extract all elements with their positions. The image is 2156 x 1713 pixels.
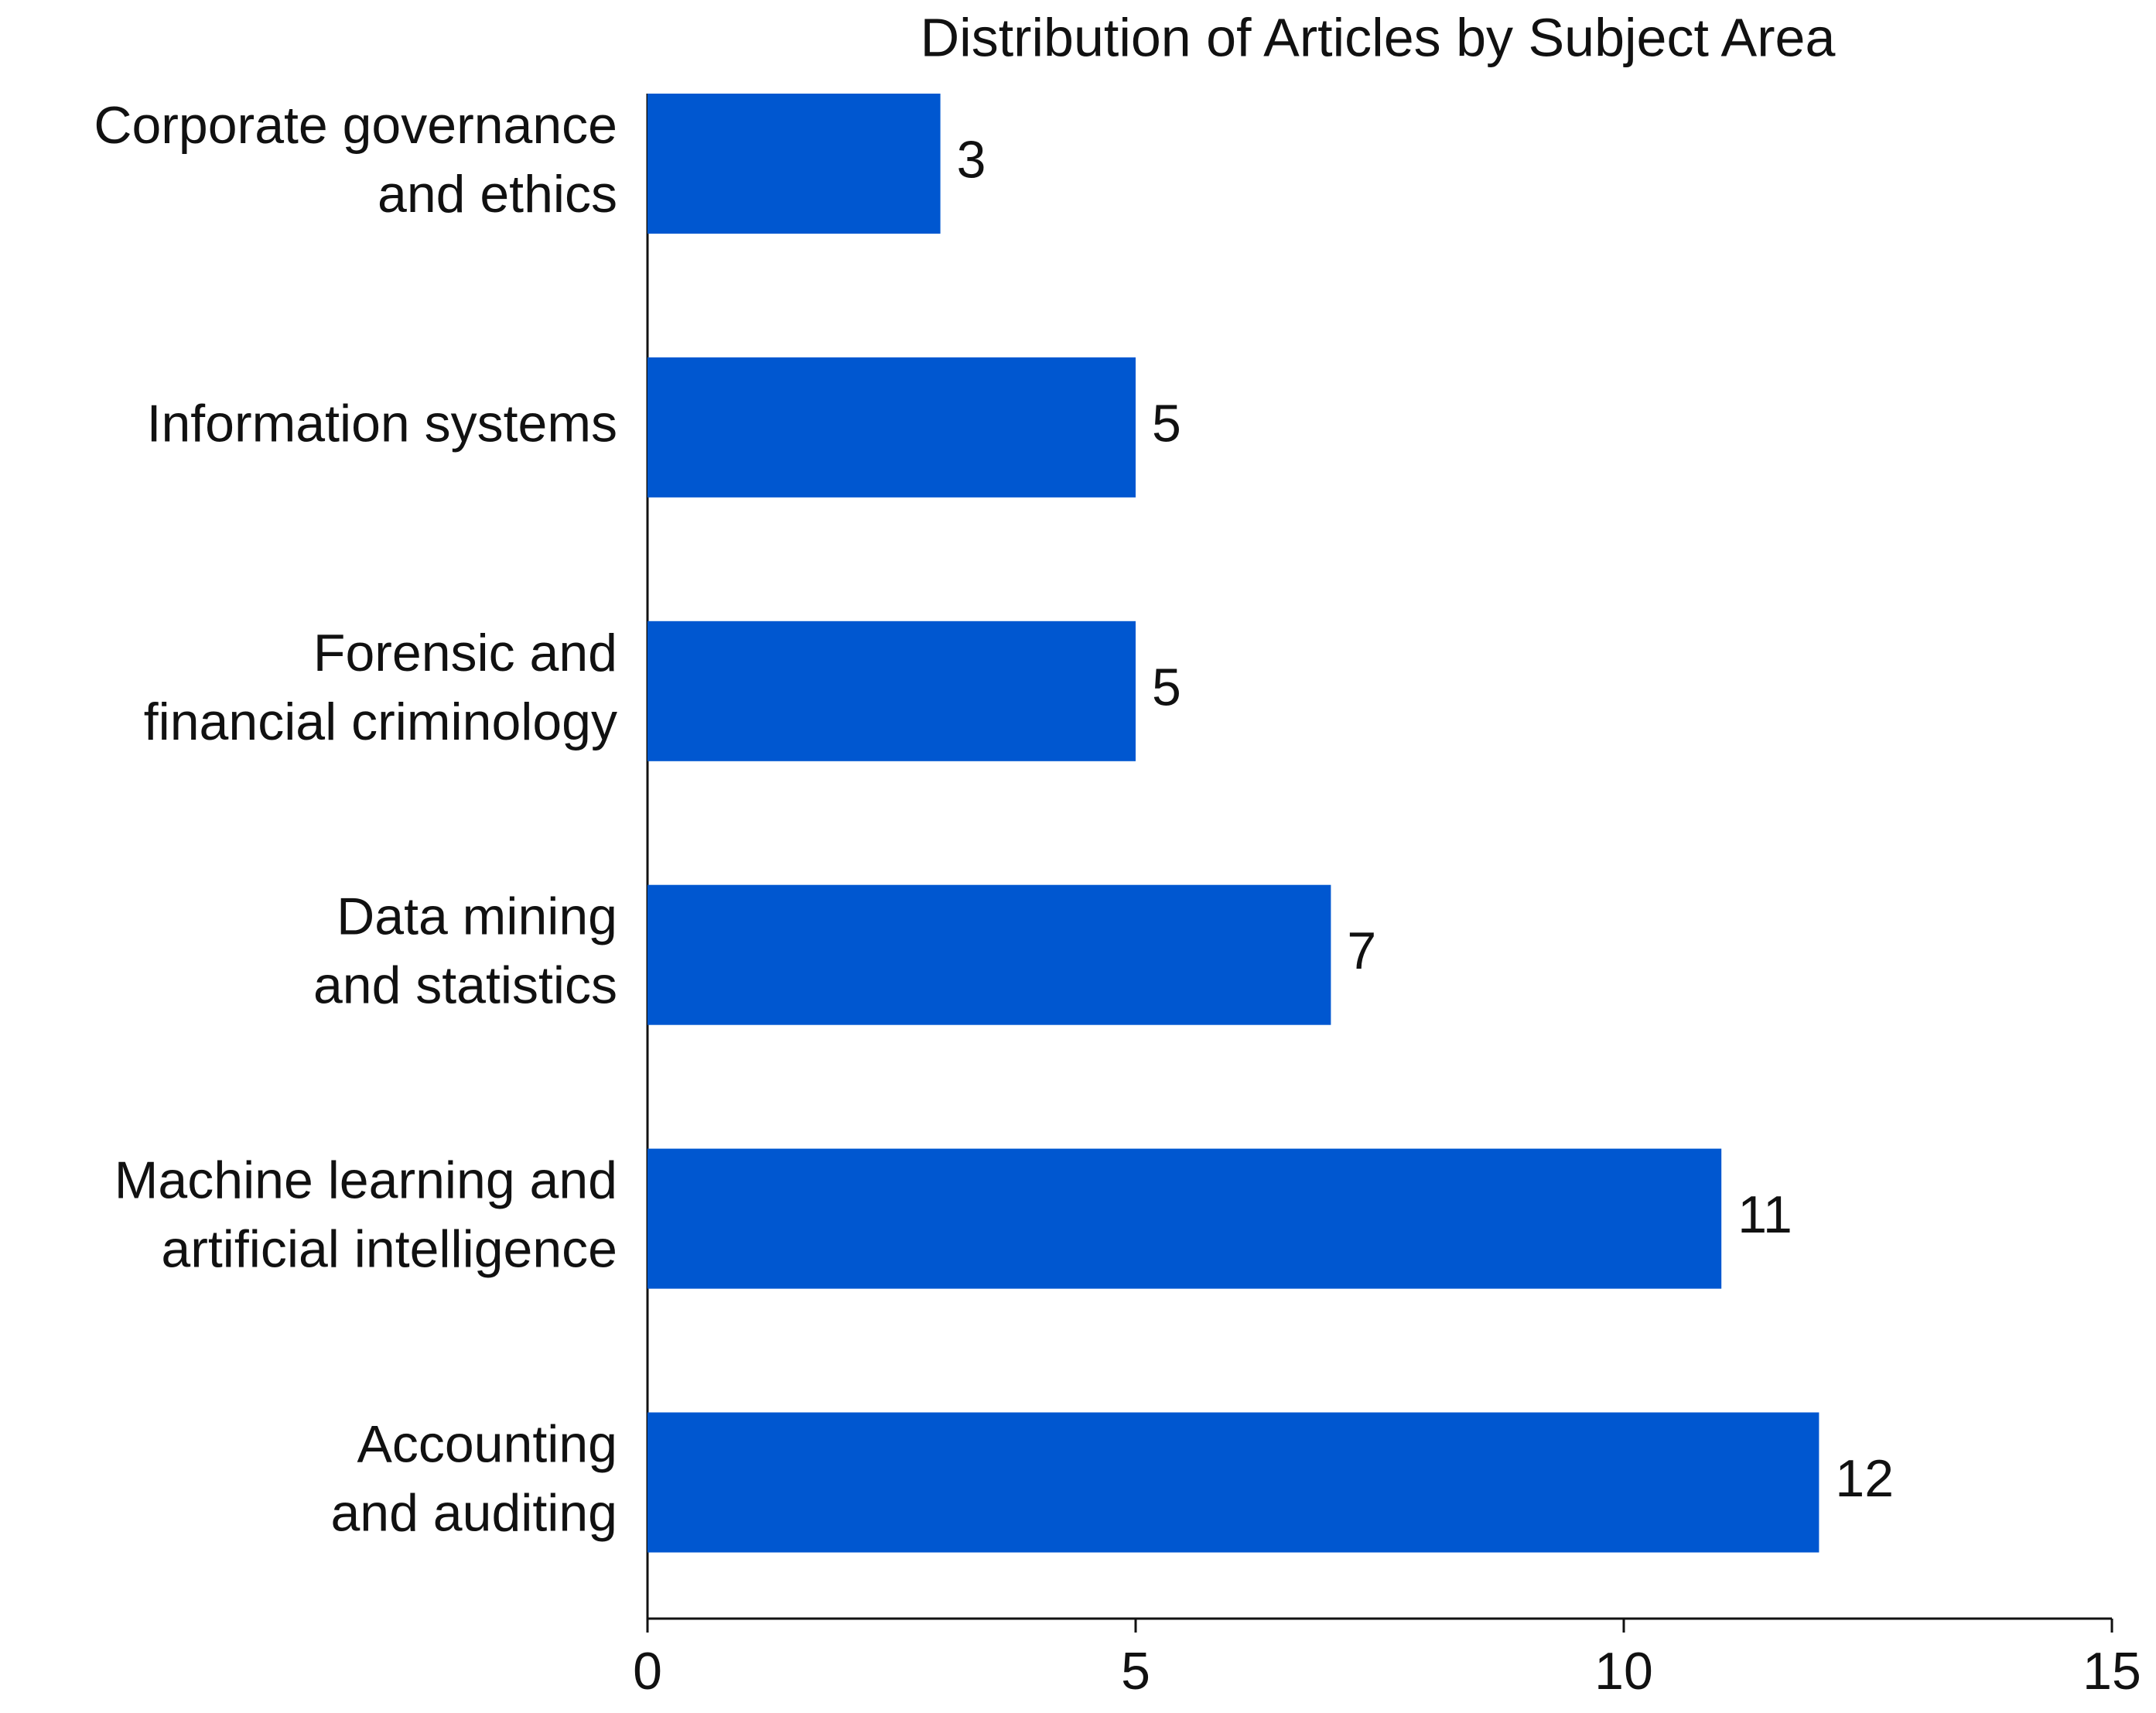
x-tick-label: 10 — [1594, 1642, 1653, 1701]
y-tick-label: Forensic and financial criminology — [144, 624, 617, 751]
x-tick-label: 0 — [633, 1642, 662, 1701]
bar — [647, 357, 1136, 497]
x-tick-label: 15 — [2083, 1642, 2141, 1701]
label-line: Forensic and — [313, 624, 617, 682]
label-line: Machine learning and — [114, 1151, 617, 1210]
chart-title: Distribution of Articles by Subject Area — [921, 7, 1836, 67]
value-label: 3 — [957, 130, 986, 189]
bar — [647, 884, 1331, 1025]
value-label: 7 — [1347, 921, 1376, 980]
value-label: 12 — [1835, 1449, 1894, 1508]
label-line: Corporate governance — [94, 96, 617, 155]
bar — [647, 94, 941, 234]
label-line: Data mining — [337, 887, 617, 946]
y-tick-label: Information systems — [147, 394, 617, 453]
y-tick-label: Accounting and auditing — [330, 1414, 617, 1542]
y-tick-label: Data mining and statistics — [313, 887, 617, 1015]
label-line: Information systems — [147, 394, 617, 453]
label-line: Accounting — [357, 1414, 617, 1473]
label-line: artificial intelligence — [161, 1220, 617, 1279]
label-line: and auditing — [330, 1483, 617, 1542]
label-line: financial criminology — [144, 692, 617, 751]
value-label: 11 — [1737, 1185, 1792, 1244]
bar — [647, 1148, 1722, 1289]
bar — [647, 1412, 1819, 1553]
label-line: and ethics — [378, 165, 617, 224]
y-tick-label: Corporate governance and ethics — [94, 96, 617, 224]
label-line: and statistics — [313, 956, 617, 1015]
value-label: 5 — [1152, 394, 1181, 453]
value-label: 5 — [1152, 658, 1181, 716]
bar — [647, 621, 1136, 761]
x-tick-label: 5 — [1121, 1642, 1150, 1701]
y-tick-label: Machine learning and artificial intellige… — [114, 1151, 617, 1279]
